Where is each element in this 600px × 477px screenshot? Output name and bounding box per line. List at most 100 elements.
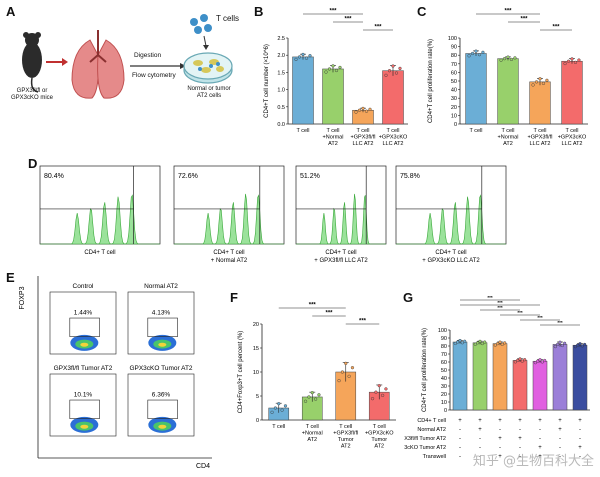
x-tick-label: LLC AT2 (530, 141, 551, 147)
data-point (384, 73, 388, 77)
data-point (280, 408, 284, 412)
histogram-label-line2: + GPX3fl/fl LLC AT2 (314, 258, 368, 264)
data-point (558, 340, 562, 344)
cell-cloud-center (80, 424, 89, 429)
panel-e-flow-plots: FOXP3 CD4 Control 1.44% Normal AT2 4.13% GPX3f… (19, 276, 212, 470)
x-tick-label: T cell (373, 424, 386, 430)
petri-dish-icon (183, 52, 233, 84)
y-tick-label: 20 (441, 392, 447, 398)
y-axis-label: CD4+T cell proliferation rate(%) (422, 328, 428, 412)
histogram-frame (173, 165, 285, 245)
data-point (460, 341, 464, 345)
significance-label: *** (329, 9, 337, 15)
data-point (350, 366, 355, 370)
data-point (538, 358, 542, 362)
matrix-cell: - (579, 436, 581, 442)
matrix-cell: - (499, 427, 501, 433)
significance-label: *** (359, 319, 367, 325)
significance-label: *** (557, 320, 563, 325)
significance-label: *** (497, 300, 503, 305)
gate-percent: 51.2% (300, 173, 320, 180)
significance-label: *** (497, 305, 503, 310)
data-point (500, 342, 504, 346)
data-point (560, 343, 564, 348)
significance-label: *** (552, 25, 560, 31)
data-point (477, 53, 482, 57)
data-point (270, 410, 274, 414)
data-point (327, 67, 332, 71)
panel-label-e: E (6, 270, 15, 285)
data-point (502, 57, 507, 61)
y-tick-label: 100 (438, 328, 447, 334)
panel-label-f: F (230, 290, 238, 305)
y-tick-label: 30 (451, 96, 457, 102)
data-point (273, 406, 277, 410)
chart-c: 0 10 20 30 40 50 60 70 80 90 100 CD4+T cell prolife… (428, 9, 588, 147)
data-point (583, 342, 587, 347)
histogram-label: CD4+ T cell (325, 250, 356, 256)
x-tick-label: T cell (339, 424, 352, 430)
data-point (453, 341, 457, 346)
gate-box (147, 399, 178, 419)
bar (552, 344, 568, 411)
gate-percent: 80.4% (44, 173, 64, 180)
y-tick-label: 40 (451, 88, 457, 94)
y-axis-label: FOXP3 (19, 286, 26, 309)
data-point (503, 341, 507, 345)
x-tick-label: LLC AT2 (353, 141, 374, 147)
matrix-cell: - (499, 445, 501, 451)
histogram-label: CD4+ T cell (213, 250, 244, 256)
data-point (536, 359, 540, 363)
dish-label: Normal or tumor AT2 cells (187, 86, 231, 99)
panel-d-histograms: 80.4% CD4+ T cell 72.6% CD4+ T cell + Normal… (39, 165, 507, 264)
data-point (474, 49, 478, 53)
y-tick-label: 0.0 (277, 122, 285, 128)
data-point (458, 338, 462, 343)
lung-icon (71, 30, 125, 99)
matrix-row-label: Normal AT2 (417, 427, 446, 433)
x-tick-label: AT2 (328, 141, 338, 147)
histogram-peaks (396, 194, 506, 245)
y-tick-label: 60 (451, 70, 457, 76)
y-tick-label: 10 (253, 370, 259, 376)
significance-label: *** (309, 303, 317, 309)
matrix-cell: + (498, 454, 502, 460)
matrix-cell: - (519, 454, 521, 460)
data-point (573, 345, 577, 349)
x-tick-label: T cell (565, 128, 578, 134)
bar (322, 68, 344, 125)
y-tick-label: 1.0 (277, 88, 285, 94)
data-point (344, 361, 348, 365)
y-tick-label: 10 (441, 400, 447, 406)
data-point (493, 343, 497, 347)
bar (472, 342, 488, 411)
matrix-cell: + (558, 418, 562, 424)
data-point (368, 107, 372, 111)
significance-label: *** (504, 9, 512, 15)
data-point (337, 379, 341, 383)
y-tick-label: 2.0 (277, 53, 285, 59)
matrix-cell: + (518, 418, 522, 424)
data-point (513, 56, 517, 60)
matrix-cell: - (539, 427, 541, 433)
data-point (480, 341, 484, 346)
bar (512, 360, 528, 411)
data-point (483, 340, 487, 344)
mouse-icon (22, 32, 42, 93)
data-point (543, 358, 547, 363)
matrix-row-label: GPX3cKO Tumor AT2 (404, 445, 446, 451)
histogram-frame (295, 165, 387, 245)
bar (561, 60, 583, 125)
data-point (534, 80, 539, 84)
x-tick-label: +Normal (498, 135, 519, 141)
y-tick-label: 40 (441, 376, 447, 382)
data-point (277, 402, 281, 406)
x-tick-label: T cell (469, 128, 482, 134)
data-point (313, 397, 318, 401)
y-tick-label: 70 (441, 352, 447, 358)
matrix-cell: + (498, 436, 502, 442)
data-point (499, 58, 503, 62)
y-tick-label: 20 (253, 322, 259, 328)
data-point (545, 78, 549, 82)
data-point (509, 57, 514, 62)
